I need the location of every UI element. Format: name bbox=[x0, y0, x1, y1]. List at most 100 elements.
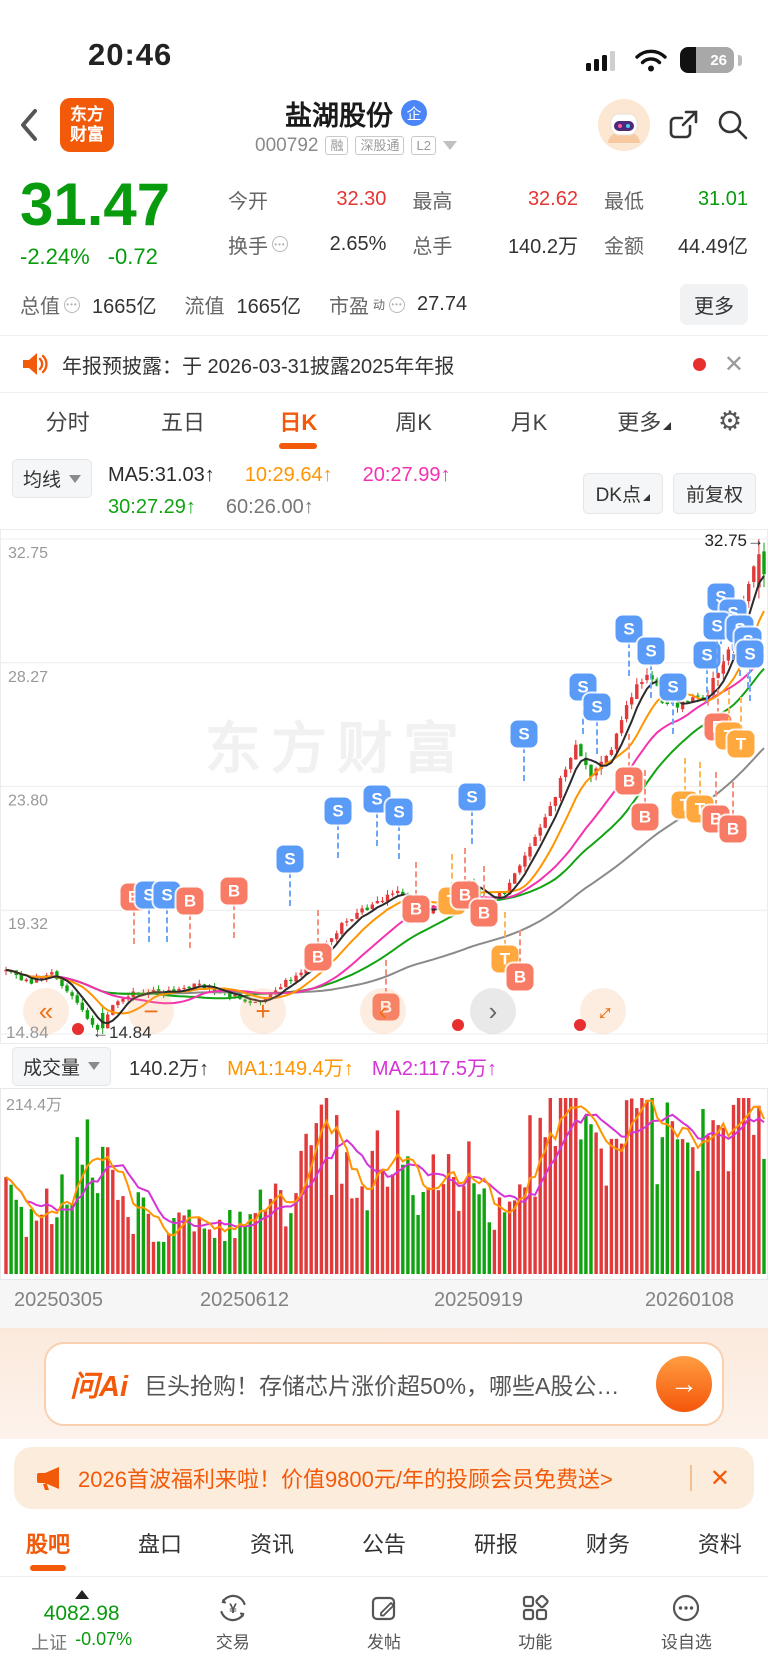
l2-tag[interactable]: L2 bbox=[411, 135, 436, 156]
signal-badge-S[interactable]: S bbox=[324, 797, 352, 825]
connect-tag[interactable]: 深股通 bbox=[355, 135, 405, 156]
signal-dash-line bbox=[523, 747, 525, 781]
volume-chart[interactable]: 214.4万 bbox=[0, 1088, 768, 1280]
tab-profile[interactable]: 资料 bbox=[697, 1531, 742, 1557]
signal-badge-T[interactable]: T bbox=[727, 730, 755, 758]
stat-marketcap: 总值 ••• 1665亿 bbox=[20, 296, 157, 318]
date-tick: 20250305 bbox=[14, 1289, 103, 1311]
signal-badge-S[interactable]: S bbox=[458, 783, 486, 811]
chart-settings-button[interactable]: ⚙ bbox=[717, 405, 743, 436]
tab-more[interactable]: 更多 bbox=[587, 397, 702, 445]
ai-submit-button[interactable]: → bbox=[656, 1355, 712, 1412]
volume-current: 140.2万↑ bbox=[129, 1057, 210, 1080]
signal-dash-line bbox=[684, 758, 686, 792]
stat-volume: 总手 140.2万 bbox=[412, 235, 578, 258]
zoom-out-button[interactable]: − bbox=[128, 988, 174, 1034]
signal-badge-B[interactable]: B bbox=[631, 803, 659, 831]
tab-daily-k[interactable]: 日K bbox=[241, 397, 356, 445]
signal-badge-B[interactable]: B bbox=[372, 993, 400, 1021]
svg-text:23.80: 23.80 bbox=[8, 792, 48, 809]
fullscreen-button[interactable]: ↔ bbox=[580, 988, 626, 1034]
signal-badge-B[interactable]: B bbox=[304, 943, 332, 971]
ma-selector-button[interactable]: 均线 bbox=[12, 459, 93, 498]
nav-watchlist[interactable]: 设自选 bbox=[611, 1577, 762, 1665]
tab-news[interactable]: 资讯 bbox=[249, 1531, 294, 1557]
tab-forum[interactable]: 股吧 bbox=[26, 1517, 70, 1569]
signal-badge-S[interactable]: S bbox=[736, 640, 764, 668]
tab-monthly-k[interactable]: 月K bbox=[510, 410, 548, 435]
pan-left-button[interactable]: ‹ bbox=[360, 988, 406, 1034]
chart-period-tabs: 分时 五日 日K 周K 月K 更多 ⚙ bbox=[0, 393, 768, 449]
stat-low: 最低 31.01 bbox=[604, 187, 748, 213]
signal-badge-S[interactable]: S bbox=[583, 693, 611, 721]
signal-badge-B[interactable]: B bbox=[506, 963, 534, 991]
pan-right-button[interactable]: › bbox=[470, 988, 516, 1034]
signal-badge-S[interactable]: S bbox=[153, 881, 181, 909]
volume-selector-button[interactable]: 成交量 bbox=[12, 1046, 112, 1086]
dk-point-button[interactable]: DK点 bbox=[582, 473, 663, 514]
tab-order-book[interactable]: 盘口 bbox=[137, 1531, 182, 1557]
signal-badge-S[interactable]: S bbox=[659, 673, 687, 701]
signal-badge-S[interactable]: S bbox=[276, 845, 304, 873]
signal-badge-B[interactable]: B bbox=[220, 877, 248, 905]
tab-minute[interactable]: 分时 bbox=[45, 410, 90, 435]
signal-badge-B[interactable]: B bbox=[176, 887, 204, 915]
tab-research[interactable]: 研报 bbox=[473, 1531, 518, 1557]
promo-banner[interactable]: 2026首波福利来啦！价值9800元/年的投顾会员免费送> ✕ bbox=[14, 1447, 754, 1509]
tab-financials[interactable]: 财务 bbox=[585, 1531, 630, 1557]
signal-badge-S[interactable]: S bbox=[510, 720, 538, 748]
search-icon[interactable] bbox=[716, 108, 750, 142]
corner-caret-icon bbox=[642, 494, 650, 501]
date-tick: 20260108 bbox=[645, 1289, 734, 1311]
ma60-value: 60:26.00↑ bbox=[225, 496, 314, 518]
caret-down-icon bbox=[88, 1062, 101, 1070]
info-icon[interactable]: ••• bbox=[272, 236, 288, 252]
scroll-to-start-button[interactable]: « bbox=[23, 988, 69, 1034]
info-icon[interactable]: ••• bbox=[64, 296, 80, 313]
close-icon[interactable]: ✕ bbox=[709, 1464, 730, 1492]
back-button[interactable] bbox=[18, 107, 48, 143]
signal-badge-B[interactable]: B bbox=[470, 899, 498, 927]
info-icon[interactable]: ••• bbox=[389, 296, 406, 313]
eastmoney-logo[interactable]: 东方 财富 bbox=[60, 98, 114, 152]
news-ticker[interactable]: 年报预披露：于 2026-03-31披露2025年年报 ✕ bbox=[0, 335, 768, 393]
nav-features[interactable]: 功能 bbox=[460, 1577, 611, 1665]
signal-badge-S[interactable]: S bbox=[637, 637, 665, 665]
ai-assistant-avatar[interactable] bbox=[598, 99, 650, 151]
signal-badge-B[interactable]: B bbox=[451, 881, 479, 909]
stat-turnover: 换手 ••• 2.65% bbox=[228, 232, 387, 258]
triangle-up-icon bbox=[74, 1589, 89, 1599]
margin-tag[interactable]: 融 bbox=[325, 135, 349, 156]
signal-badge-S[interactable]: S bbox=[615, 615, 643, 643]
ask-ai-card[interactable]: 问Ai 巨头抢购！存储芯片涨价超50%，哪些A股公司… → bbox=[44, 1341, 724, 1426]
nav-trade[interactable]: ¥ 交易 bbox=[157, 1577, 308, 1665]
tab-5day[interactable]: 五日 bbox=[160, 410, 205, 435]
chevron-down-icon[interactable] bbox=[442, 141, 457, 150]
index-value: 4082.98 bbox=[43, 1601, 120, 1625]
signal-badge-B[interactable]: B bbox=[702, 805, 730, 833]
ma-legend: 均线 MA5:31.03↑ 10:29.64↑ 20:27.99↑ 30:27.… bbox=[0, 449, 768, 529]
zoom-in-button[interactable]: + bbox=[240, 988, 286, 1034]
enterprise-badge[interactable]: 企 bbox=[401, 100, 427, 126]
ma30-value: 30:27.29↑ bbox=[108, 496, 196, 518]
forward-adjust-button[interactable]: 前复权 bbox=[672, 473, 756, 514]
apps-grid-icon bbox=[523, 1594, 549, 1621]
tab-announcements[interactable]: 公告 bbox=[361, 1531, 406, 1557]
more-stats-button[interactable]: 更多 bbox=[680, 284, 748, 325]
signal-badge-B[interactable]: B bbox=[615, 767, 643, 795]
nav-post[interactable]: 发帖 bbox=[308, 1577, 459, 1665]
signal-badge-B[interactable]: B bbox=[719, 815, 747, 843]
index-name: 上证 bbox=[31, 1632, 68, 1653]
stock-title-block: 盐湖股份 企 000792 融 深股通 L2 bbox=[126, 94, 586, 157]
signal-badge-S[interactable]: S bbox=[385, 798, 413, 826]
tab-weekly-k[interactable]: 周K bbox=[395, 410, 432, 435]
nav-index[interactable]: 4082.98 上证 -0.07% bbox=[6, 1577, 157, 1665]
signal-dash-line bbox=[715, 772, 717, 806]
signal-badge-S[interactable]: S bbox=[703, 612, 731, 640]
share-icon[interactable] bbox=[666, 108, 700, 142]
clock: 20:46 bbox=[88, 37, 173, 72]
stock-code: 000792 bbox=[255, 134, 319, 156]
signal-badge-B[interactable]: B bbox=[402, 895, 430, 923]
close-icon[interactable]: ✕ bbox=[723, 350, 744, 378]
